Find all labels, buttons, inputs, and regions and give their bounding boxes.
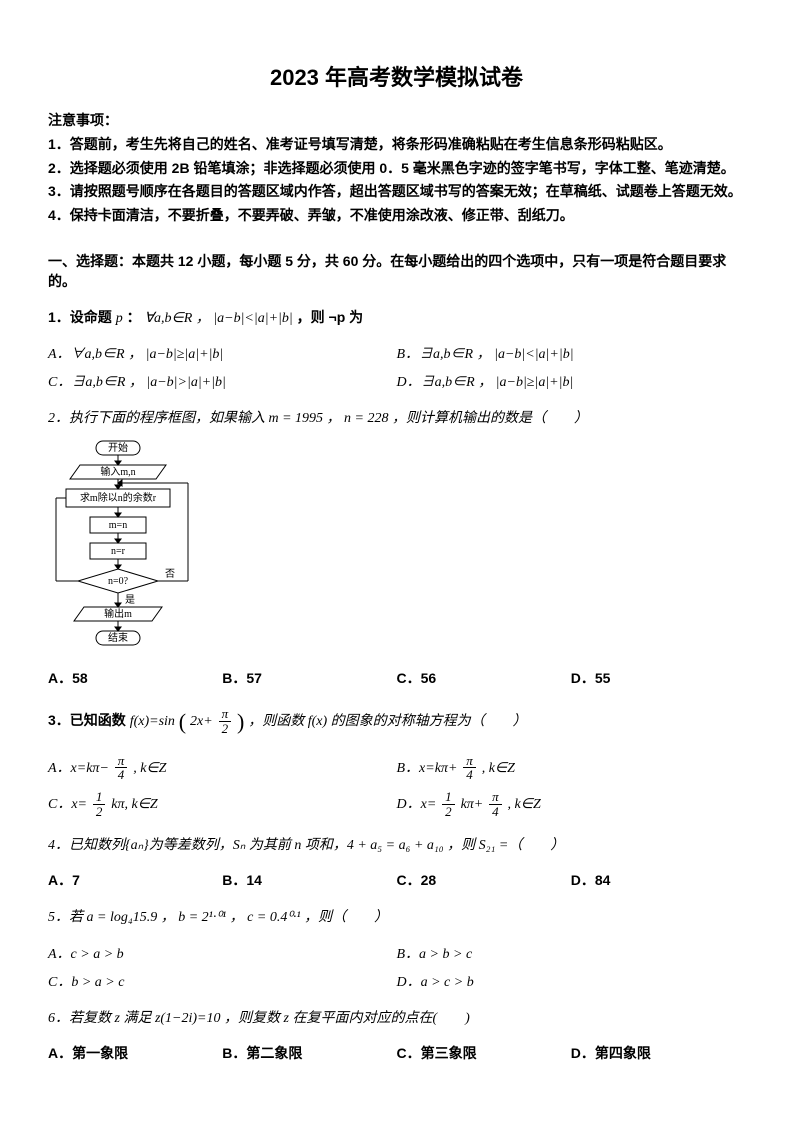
svg-text:是: 是 [125,594,135,606]
q4-opt-d: D．84 [571,866,745,894]
q6-stem: 6．若复数 z 满足 z(1−2i)=10 ，则复数 z 在复平面内对应的点在(… [48,1011,470,1026]
q1-opt-d: D．∃a,b∈R ， |a−b|≥|a|+|b| [397,375,574,390]
q6-opt-a: A．第一象限 [48,1039,222,1067]
q5-opt-c: C．b > a > c [48,975,124,990]
question-6: 6．若复数 z 满足 z(1−2i)=10 ，则复数 z 在复平面内对应的点在(… [48,1005,745,1031]
svg-text:m=n: m=n [109,520,127,531]
q1-opt-c: C．∃a,b∈R ， |a−b|>|a|+|b| [48,375,226,390]
svg-text:开始: 开始 [108,441,128,454]
svg-text:结束: 结束 [108,631,128,644]
q1-colon: ： [127,309,141,325]
question-3: 3．已知函数 f(x)=sin ( 2x+ π2 ) ，则函数 f(x) 的图象… [48,702,745,742]
q2-options: A．58 B．57 C．56 D．55 [48,664,745,692]
svg-text:求m除以n的余数r: 求m除以n的余数r [80,491,157,504]
svg-text:输出m: 输出m [104,607,132,620]
q1-p: p [116,311,123,326]
q4-options: A．7 B．14 C．28 D．84 [48,866,745,894]
notice-heading: 注意事项： [48,110,745,130]
q3-rp: ) [237,709,244,734]
notice-line-2: 2．选择题必须使用 2B 铅笔填涂；非选择题必须使用 0．5 毫米黑色字迹的签字… [48,158,745,180]
q2-opt-d: D．55 [571,664,745,692]
page-title: 2023 年高考数学模拟试卷 [48,60,745,92]
q3-lp: ( [179,709,186,734]
question-1: 1．设命题 p ： ∀a,b∈R ， |a−b|<|a|+|b| ，则 ¬p 为 [48,305,745,331]
flowchart-diagram: 开始 输入m,n 求m除以n的余数r m=n n [48,439,745,654]
q3-fx: f(x)=sin [130,714,175,729]
q5-stem: 5．若 a = log₄15.9 ， b = 2¹·⁰¹ ， c = 0.4⁰·… [48,910,388,925]
q6-opt-c: C．第三象限 [397,1039,571,1067]
q3-pi2: π2 [219,707,232,735]
question-2: 2．执行下面的程序框图，如果输入 m = 1995 ， n = 228 ，则计算… [48,405,745,431]
q3-opt-c: C．x= 12 kπ, k∈Z [48,786,397,822]
svg-text:n=0?: n=0? [108,576,129,587]
q2-opt-a: A．58 [48,664,222,692]
question-4: 4．已知数列{aₙ}为等差数列，Sₙ 为其前 n 项和，4 + a₅ = a₆ … [48,832,745,858]
section-1-heading: 一、选择题：本题共 12 小题，每小题 5 分，共 60 分。在每小题给出的四个… [48,251,745,291]
svg-text:否: 否 [165,568,175,580]
q2-stem: 2．执行下面的程序框图，如果输入 m = 1995 ， n = 228 ，则计算… [48,411,588,426]
q5-options: A．c > a > b B．a > b > c C．b > a > c D．a … [48,939,745,995]
q4-opt-a: A．7 [48,866,222,894]
q1-opt-b: B．∃a,b∈R ， |a−b|<|a|+|b| [397,347,574,362]
notice-line-1: 1．答题前，考生先将自己的姓名、准考证号填写清楚，将条形码准确粘贴在考生信息条形… [48,134,745,156]
q6-opt-b: B．第二象限 [222,1039,396,1067]
q3-options: A．x=kπ− π4 , k∈Z B．x=kπ+ π4 , k∈Z C．x= 1… [48,750,745,823]
q2-opt-c: C．56 [397,664,571,692]
question-5: 5．若 a = log₄15.9 ， b = 2¹·⁰¹ ， c = 0.4⁰·… [48,904,745,930]
q4-opt-b: B．14 [222,866,396,894]
notice-line-4: 4．保持卡面清洁，不要折叠，不要弄破、弄皱，不准使用涂改液、修正带、刮纸刀。 [48,205,745,227]
q1-tail: ，则 ¬p 为 [297,309,364,325]
q1-expr: ∀a,b∈R ， |a−b|<|a|+|b| [144,311,292,326]
notice-line-3: 3．请按照题号顺序在各题目的答题区域内作答，超出答题区域书写的答案无效；在草稿纸… [48,181,745,203]
q6-options: A．第一象限 B．第二象限 C．第三象限 D．第四象限 [48,1039,745,1067]
q6-opt-d: D．第四象限 [571,1039,745,1067]
q3-mid: ，则函数 f(x) 的图象的对称轴方程为（ ） [248,714,526,729]
q3-opt-b: B．x=kπ+ π4 , k∈Z [397,750,746,786]
q3-argin: 2x+ [190,714,213,729]
q4-stem: 4．已知数列{aₙ}为等差数列，Sₙ 为其前 n 项和，4 + a₅ = a₆ … [48,838,564,853]
svg-text:n=r: n=r [111,546,126,557]
q2-opt-b: B．57 [222,664,396,692]
q1-pre: 1．设命题 [48,309,116,325]
exam-page: 2023 年高考数学模拟试卷 注意事项： 1．答题前，考生先将自己的姓名、准考证… [0,0,793,1122]
q1-opt-a: A．∀a,b∈R ， |a−b|≥|a|+|b| [48,347,223,362]
q3-pre: 3．已知函数 [48,712,130,728]
svg-text:输入m,n: 输入m,n [100,465,135,478]
q4-opt-c: C．28 [397,866,571,894]
q3-opt-d: D．x= 12 kπ+ π4 , k∈Z [397,786,746,822]
q5-opt-d: D．a > c > b [397,975,474,990]
q3-opt-a: A．x=kπ− π4 , k∈Z [48,750,397,786]
q5-opt-a: A．c > a > b [48,947,124,962]
q5-opt-b: B．a > b > c [397,947,473,962]
q1-options: A．∀a,b∈R ， |a−b|≥|a|+|b| B．∃a,b∈R ， |a−b… [48,339,745,395]
